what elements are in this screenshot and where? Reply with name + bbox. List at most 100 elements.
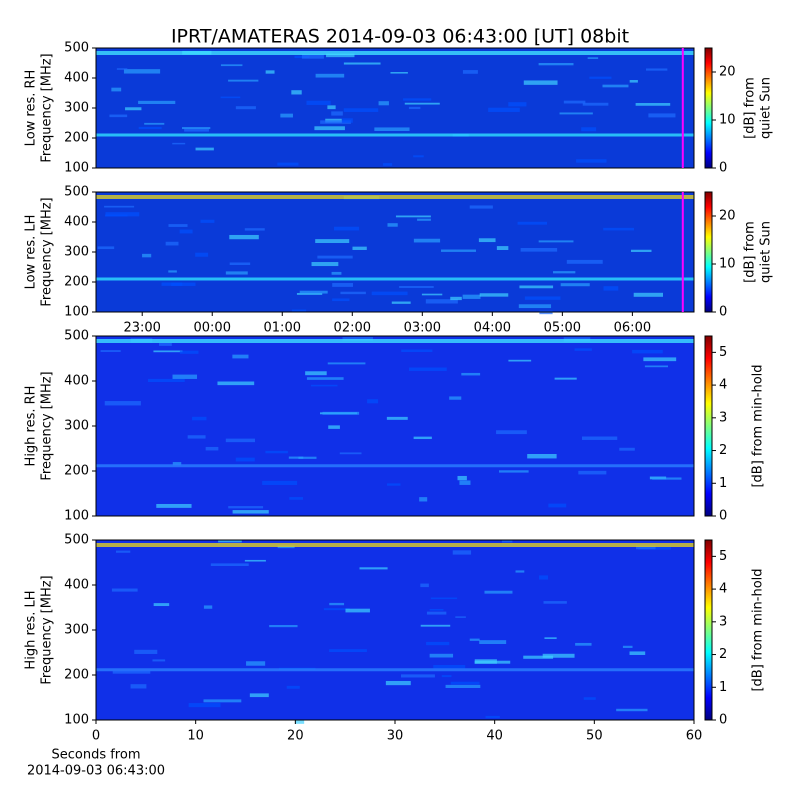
texture xyxy=(327,362,366,365)
texture xyxy=(542,653,575,658)
texture xyxy=(474,660,511,664)
texture xyxy=(629,651,646,655)
texture xyxy=(622,645,633,648)
y-tick-label: 400 xyxy=(64,578,89,593)
texture xyxy=(96,339,694,343)
texture xyxy=(200,219,215,223)
texture xyxy=(508,359,532,362)
texture xyxy=(265,450,288,454)
texture xyxy=(246,661,266,666)
texture xyxy=(96,195,694,199)
texture xyxy=(538,63,574,66)
texture xyxy=(172,142,186,145)
texture xyxy=(459,480,471,485)
colorbar-label: [dB] from xyxy=(743,221,758,283)
x-tick-label: 02:00 xyxy=(334,321,371,336)
texture xyxy=(235,457,255,462)
y-tick-label: 300 xyxy=(64,245,89,260)
texture xyxy=(645,68,668,71)
texture xyxy=(501,540,513,543)
texture xyxy=(112,671,151,674)
y-axis-label: Frequency [MHz] xyxy=(40,197,55,306)
texture xyxy=(142,253,152,258)
colorbar-tick-label: 3 xyxy=(719,410,727,425)
colorbar-tick-label: 0 xyxy=(719,161,727,176)
texture xyxy=(517,221,548,225)
texture xyxy=(574,348,592,351)
texture xyxy=(635,103,671,106)
texture xyxy=(315,239,350,244)
texture xyxy=(429,608,444,611)
y-tick-label: 200 xyxy=(64,464,89,479)
texture xyxy=(195,147,214,151)
texture xyxy=(485,715,500,719)
texture xyxy=(523,80,558,85)
texture xyxy=(560,283,590,287)
texture xyxy=(539,575,549,580)
texture xyxy=(400,674,435,678)
texture xyxy=(371,291,408,296)
texture xyxy=(644,365,669,368)
texture xyxy=(100,350,121,352)
y-tick-label: 200 xyxy=(64,668,89,683)
spectrogram-field xyxy=(96,540,694,720)
texture xyxy=(648,113,676,118)
texture xyxy=(331,271,342,275)
texture xyxy=(225,271,248,275)
texture xyxy=(298,456,317,459)
texture xyxy=(329,602,345,606)
texture xyxy=(408,106,421,110)
texture xyxy=(310,384,338,387)
texture xyxy=(425,299,458,304)
texture xyxy=(161,282,183,286)
texture xyxy=(138,126,162,130)
colorbar-tick-label: 2 xyxy=(719,443,727,458)
colorbar-tick-label: 2 xyxy=(719,647,727,662)
texture xyxy=(218,540,242,543)
texture xyxy=(413,436,432,440)
texture xyxy=(115,550,131,553)
colorbar-tick-label: 1 xyxy=(719,476,727,491)
texture xyxy=(619,447,635,451)
colorbar xyxy=(704,47,713,169)
x-tick-label: 10 xyxy=(187,729,204,744)
texture xyxy=(559,112,593,115)
texture xyxy=(301,54,324,59)
texture xyxy=(184,128,209,132)
texture xyxy=(582,102,609,106)
texture xyxy=(291,90,302,95)
texture xyxy=(104,205,135,208)
texture xyxy=(329,649,367,653)
texture xyxy=(433,664,466,669)
texture xyxy=(583,697,596,700)
colorbar-tick-label: 1 xyxy=(719,680,727,695)
colorbar-tick-label: 0 xyxy=(719,509,727,524)
texture xyxy=(165,241,179,246)
texture xyxy=(554,377,577,380)
texture xyxy=(524,296,561,300)
y-axis-label: Frequency [MHz] xyxy=(40,53,55,162)
texture xyxy=(455,616,466,618)
texture xyxy=(496,430,527,435)
texture xyxy=(96,133,694,137)
y-axis-label: Low res. RH xyxy=(24,70,39,147)
texture xyxy=(386,416,408,420)
texture xyxy=(576,159,607,163)
texture xyxy=(417,218,431,221)
texture xyxy=(229,262,251,266)
texture xyxy=(306,377,344,380)
texture xyxy=(488,107,520,112)
texture xyxy=(289,497,303,500)
x-tick-label: 04:00 xyxy=(474,321,511,336)
y-tick-label: 300 xyxy=(64,623,89,638)
colorbar-tick-label: 20 xyxy=(719,65,736,80)
texture xyxy=(359,567,388,570)
texture xyxy=(420,624,451,627)
texture xyxy=(643,357,677,362)
texture xyxy=(317,255,353,259)
texture xyxy=(277,162,299,166)
texture xyxy=(589,76,612,79)
texture xyxy=(249,693,269,698)
texture xyxy=(374,127,410,131)
texture xyxy=(383,163,393,166)
